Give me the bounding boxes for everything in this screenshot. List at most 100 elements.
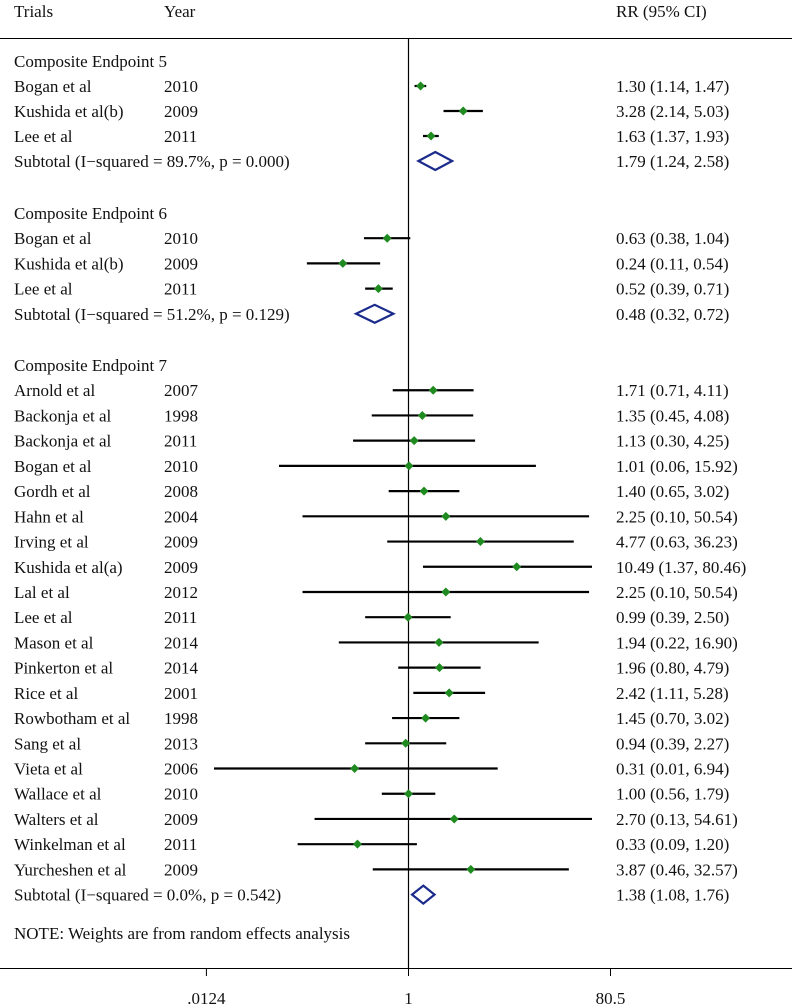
study-rr-ci: 1.94 (0.22, 16.90) bbox=[616, 633, 738, 652]
study-year: 2007 bbox=[164, 381, 199, 400]
point-estimate bbox=[401, 738, 411, 748]
study-rr-ci: 2.25 (0.10, 50.54) bbox=[616, 583, 738, 602]
study-rr-ci: 2.42 (1.11, 5.28) bbox=[616, 684, 729, 703]
study-rr-ci: 2.70 (0.13, 54.61) bbox=[616, 810, 738, 829]
study-year: 2010 bbox=[164, 77, 198, 96]
group-title: Composite Endpoint 5 bbox=[14, 52, 167, 71]
study-year: 2011 bbox=[164, 608, 197, 627]
study-name: Lal et al bbox=[14, 583, 70, 602]
study-name: Kushida et al(b) bbox=[14, 102, 124, 121]
axis-tick-label: 1 bbox=[404, 989, 413, 1008]
point-estimate bbox=[444, 688, 454, 698]
study-rr-ci: 0.52 (0.39, 0.71) bbox=[616, 280, 729, 299]
point-estimate bbox=[419, 486, 429, 496]
study-name: Bogan et al bbox=[14, 457, 92, 476]
point-estimate bbox=[404, 789, 413, 799]
study-year: 2011 bbox=[164, 127, 197, 146]
header-year: Year bbox=[164, 2, 196, 21]
point-estimate bbox=[338, 258, 348, 268]
point-estimate bbox=[409, 436, 419, 446]
study-year: 2009 bbox=[164, 254, 198, 273]
subtotal-label: Subtotal (I−squared = 51.2%, p = 0.129) bbox=[14, 305, 290, 324]
study-name: Backonja et al bbox=[14, 432, 112, 451]
point-estimate bbox=[449, 814, 459, 824]
study-rr-ci: 3.87 (0.46, 32.57) bbox=[616, 860, 738, 879]
point-estimate bbox=[458, 106, 468, 116]
subtotal-label: Subtotal (I−squared = 0.0%, p = 0.542) bbox=[14, 886, 281, 905]
point-estimate bbox=[403, 612, 413, 622]
point-estimate bbox=[475, 537, 485, 547]
study-rr-ci: 1.63 (1.37, 1.93) bbox=[616, 127, 729, 146]
study-name: Gordh et al bbox=[14, 482, 91, 501]
study-name: Lee et al bbox=[14, 608, 73, 627]
study-rr-ci: 2.25 (0.10, 50.54) bbox=[616, 507, 738, 526]
pooled-diamond bbox=[353, 303, 396, 325]
study-name: Pinkerton et al bbox=[14, 659, 113, 678]
study-name: Wallace et al bbox=[14, 785, 102, 804]
subtotal-rr-ci: 1.38 (1.08, 1.76) bbox=[616, 886, 729, 905]
study-rr-ci: 0.33 (0.09, 1.20) bbox=[616, 835, 729, 854]
study-year: 2014 bbox=[164, 659, 199, 678]
pooled-diamond bbox=[410, 884, 437, 906]
study-rr-ci: 1.13 (0.30, 4.25) bbox=[616, 432, 729, 451]
point-estimate bbox=[434, 637, 444, 647]
subtotal-rr-ci: 0.48 (0.32, 0.72) bbox=[616, 305, 729, 324]
study-rr-ci: 0.24 (0.11, 0.54) bbox=[616, 254, 729, 273]
point-estimate bbox=[434, 663, 444, 673]
study-name: Winkelman et al bbox=[14, 835, 126, 854]
study-year: 2009 bbox=[164, 860, 198, 879]
study-year: 2009 bbox=[164, 810, 198, 829]
study-name: Vieta et al bbox=[14, 760, 83, 779]
study-rr-ci: 1.30 (1.14, 1.47) bbox=[616, 77, 729, 96]
pooled-diamond bbox=[416, 150, 455, 172]
point-estimate bbox=[428, 385, 438, 395]
study-year: 2010 bbox=[164, 457, 198, 476]
study-name: Sang et al bbox=[14, 734, 81, 753]
header-rr: RR (95% CI) bbox=[616, 2, 707, 21]
point-estimate bbox=[441, 511, 451, 521]
study-rr-ci: 3.28 (2.14, 5.03) bbox=[616, 102, 729, 121]
point-estimate bbox=[404, 461, 414, 471]
study-year: 2004 bbox=[164, 507, 199, 526]
point-estimate bbox=[421, 713, 431, 723]
study-name: Yurcheshen et al bbox=[14, 860, 127, 879]
study-name: Kushida et al(b) bbox=[14, 254, 124, 273]
study-name: Rice et al bbox=[14, 684, 78, 703]
point-estimate bbox=[441, 587, 451, 597]
study-rr-ci: 4.77 (0.63, 36.23) bbox=[616, 533, 738, 552]
point-estimate bbox=[426, 131, 436, 141]
point-estimate bbox=[466, 864, 476, 874]
study-year: 2009 bbox=[164, 533, 198, 552]
study-year: 2012 bbox=[164, 583, 198, 602]
study-rr-ci: 1.35 (0.45, 4.08) bbox=[616, 406, 729, 425]
point-estimate bbox=[416, 81, 426, 91]
study-name: Kushida et al(a) bbox=[14, 558, 123, 577]
axis-tick-label: .0124 bbox=[187, 989, 226, 1008]
point-estimate bbox=[352, 839, 362, 849]
study-rr-ci: 1.71 (0.71, 4.11) bbox=[616, 381, 729, 400]
study-rr-ci: 0.94 (0.39, 2.27) bbox=[616, 734, 729, 753]
study-name: Lee et al bbox=[14, 280, 73, 299]
weights-note: NOTE: Weights are from random effects an… bbox=[14, 924, 350, 943]
point-estimate bbox=[382, 233, 392, 243]
study-year: 2011 bbox=[164, 280, 197, 299]
study-year: 2001 bbox=[164, 684, 198, 703]
study-year: 2013 bbox=[164, 734, 198, 753]
study-year: 2010 bbox=[164, 785, 198, 804]
study-name: Bogan et al bbox=[14, 77, 92, 96]
point-estimate bbox=[512, 562, 522, 572]
axis-tick-label: 80.5 bbox=[596, 989, 626, 1008]
study-name: Mason et al bbox=[14, 633, 94, 652]
study-year: 2010 bbox=[164, 229, 198, 248]
study-rr-ci: 1.01 (0.06, 15.92) bbox=[616, 457, 738, 476]
study-name: Lee et al bbox=[14, 127, 73, 146]
study-rr-ci: 0.99 (0.39, 2.50) bbox=[616, 608, 729, 627]
study-name: Rowbotham et al bbox=[14, 709, 130, 728]
study-name: Irving et al bbox=[14, 533, 89, 552]
subtotal-label: Subtotal (I−squared = 89.7%, p = 0.000) bbox=[14, 152, 290, 171]
group-title: Composite Endpoint 6 bbox=[14, 204, 167, 223]
header-trials: Trials bbox=[14, 2, 53, 21]
study-rr-ci: 1.40 (0.65, 3.02) bbox=[616, 482, 729, 501]
study-year: 1998 bbox=[164, 406, 198, 425]
